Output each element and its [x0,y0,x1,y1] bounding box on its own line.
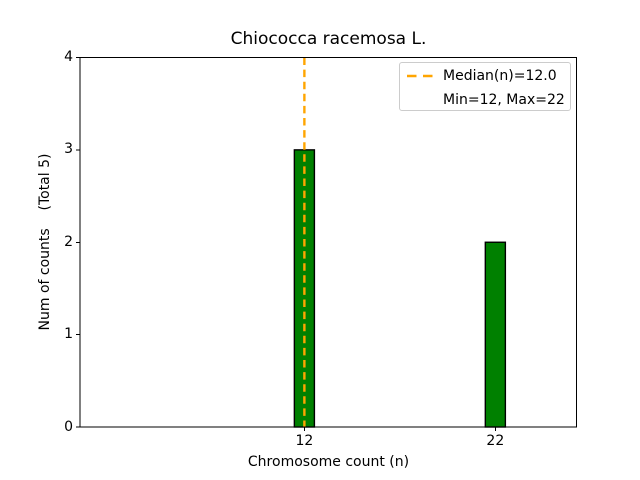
x-tick-label-12: 12 [295,433,314,449]
legend-label-minmax: Min=12, Max=22 [443,92,565,108]
legend-label-median: Median(n)=12.0 [443,68,557,84]
y-tick-label-4: 4 [64,49,73,65]
x-axis-label: Chromosome count (n) [247,454,410,470]
median-dashed-line-icon [407,74,435,78]
y-tick-label-0: 0 [64,418,73,435]
y-tick-label-2: 2 [64,233,73,250]
legend-sample-spacer [407,98,435,102]
legend: Median(n)=12.0 Min=12, Max=22 [399,62,571,111]
chart-title: Chiococca racemosa L. [230,29,427,49]
bar-22 [484,241,507,428]
legend-entry-minmax: Min=12, Max=22 [400,89,570,111]
x-tick-label-22: 22 [486,433,505,449]
y-tick-label-1: 1 [64,326,73,343]
legend-entry-median: Median(n)=12.0 [400,65,570,87]
y-tick-label-3: 3 [64,141,73,158]
